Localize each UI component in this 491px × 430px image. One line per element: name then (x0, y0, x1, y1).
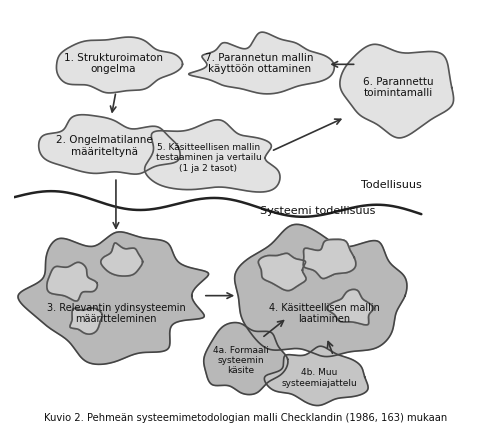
Polygon shape (189, 32, 334, 94)
Polygon shape (70, 308, 102, 334)
Text: 1. Strukturoimaton
ongelma: 1. Strukturoimaton ongelma (64, 52, 163, 74)
Text: Todellisuus: Todellisuus (360, 180, 421, 190)
Polygon shape (327, 289, 374, 325)
Polygon shape (235, 224, 407, 356)
Polygon shape (56, 37, 183, 93)
Polygon shape (101, 243, 142, 276)
Text: 7. Parannetun mallin
käyttöön ottaminen: 7. Parannetun mallin käyttöön ottaminen (205, 52, 314, 74)
Text: 6. Parannettu
toimintamalli: 6. Parannettu toimintamalli (363, 77, 434, 98)
Polygon shape (18, 232, 209, 364)
Polygon shape (264, 346, 368, 405)
Polygon shape (340, 44, 454, 138)
Polygon shape (70, 308, 102, 334)
Polygon shape (47, 262, 97, 301)
Polygon shape (303, 240, 356, 279)
Text: 4b. Muu
systeemiajattelu: 4b. Muu systeemiajattelu (282, 368, 357, 388)
Polygon shape (327, 289, 374, 325)
Polygon shape (303, 240, 356, 279)
Polygon shape (258, 253, 306, 291)
Text: 4a. Formaali
systeemin
käsite: 4a. Formaali systeemin käsite (213, 346, 269, 375)
Text: 4. Käsitteellisen mallin
laatiminen: 4. Käsitteellisen mallin laatiminen (269, 303, 380, 324)
Polygon shape (204, 322, 288, 395)
Polygon shape (39, 115, 180, 174)
Text: Kuvio 2. Pehmeän systeemimetodologian malli Checklandin (1986, 163) mukaan: Kuvio 2. Pehmeän systeemimetodologian ma… (44, 413, 447, 423)
Polygon shape (258, 253, 306, 291)
Polygon shape (47, 262, 97, 301)
Text: Systeemi todellisuus: Systeemi todellisuus (260, 206, 375, 216)
Text: 2. Ongelmatilanne
määriteltynä: 2. Ongelmatilanne määriteltynä (56, 135, 153, 157)
Text: 3. Relevantin ydinsysteemin
määritteleminen: 3. Relevantin ydinsysteemin määrittelemi… (47, 303, 185, 324)
Polygon shape (101, 243, 142, 276)
Polygon shape (145, 120, 280, 192)
Text: 5. Käsitteellisen mallin
testaaminen ja vertailu
(1 ja 2 tasot): 5. Käsitteellisen mallin testaaminen ja … (156, 143, 261, 172)
